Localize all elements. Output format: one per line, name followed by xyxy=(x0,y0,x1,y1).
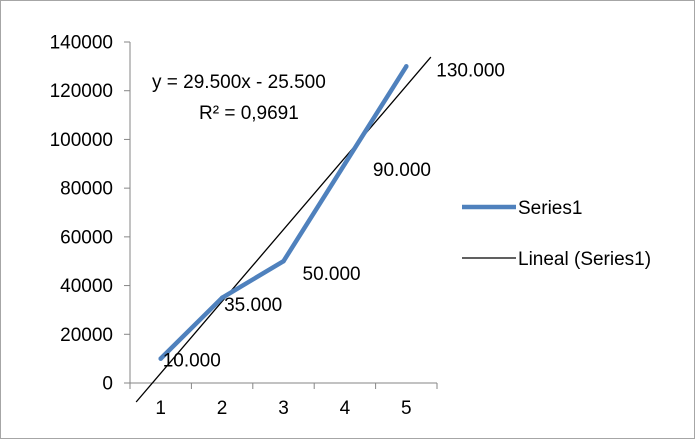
y-tick-label: 140000 xyxy=(50,33,113,54)
x-tick-label: 2 xyxy=(217,398,228,419)
data-point xyxy=(219,295,225,300)
data-point xyxy=(281,259,286,264)
y-tick-label: 80000 xyxy=(60,179,113,200)
data-point xyxy=(342,161,348,166)
trendline-equation: y = 29.500x - 25.500 xyxy=(152,72,326,93)
y-tick-label: 120000 xyxy=(50,81,113,102)
x-tick-label: 3 xyxy=(278,398,289,419)
legend-label-series1: Series1 xyxy=(518,198,582,219)
legend: Series1 Lineal (Series1) xyxy=(462,198,651,270)
legend-label-trendline: Lineal (Series1) xyxy=(518,249,651,270)
data-label: 35.000 xyxy=(224,295,282,316)
x-tick-label: 1 xyxy=(155,398,166,419)
y-tick-label: 100000 xyxy=(50,130,113,151)
trendline-layer xyxy=(135,56,432,403)
y-tick-label: 20000 xyxy=(60,325,113,346)
data-labels-layer: 10.000 35.000 50.000 90.000 130.000 xyxy=(163,60,505,371)
series-layer xyxy=(158,64,409,361)
y-tick-label: 0 xyxy=(102,374,113,395)
y-tick-label: 40000 xyxy=(60,276,113,297)
x-tick-label: 4 xyxy=(340,398,351,419)
data-point xyxy=(158,356,163,361)
y-tick-label: 60000 xyxy=(60,227,113,248)
data-label: 10.000 xyxy=(163,351,221,372)
trendline xyxy=(135,56,432,403)
data-label: 90.000 xyxy=(373,160,431,181)
data-label: 130.000 xyxy=(436,60,505,81)
data-label: 50.000 xyxy=(303,264,361,285)
axes: 0 20000 40000 60000 80000 100000 120000 140000 1… xyxy=(50,33,438,419)
data-point xyxy=(404,64,409,69)
x-tick-label: 5 xyxy=(401,398,412,419)
trendline-r-squared: R² = 0,9691 xyxy=(199,103,299,124)
